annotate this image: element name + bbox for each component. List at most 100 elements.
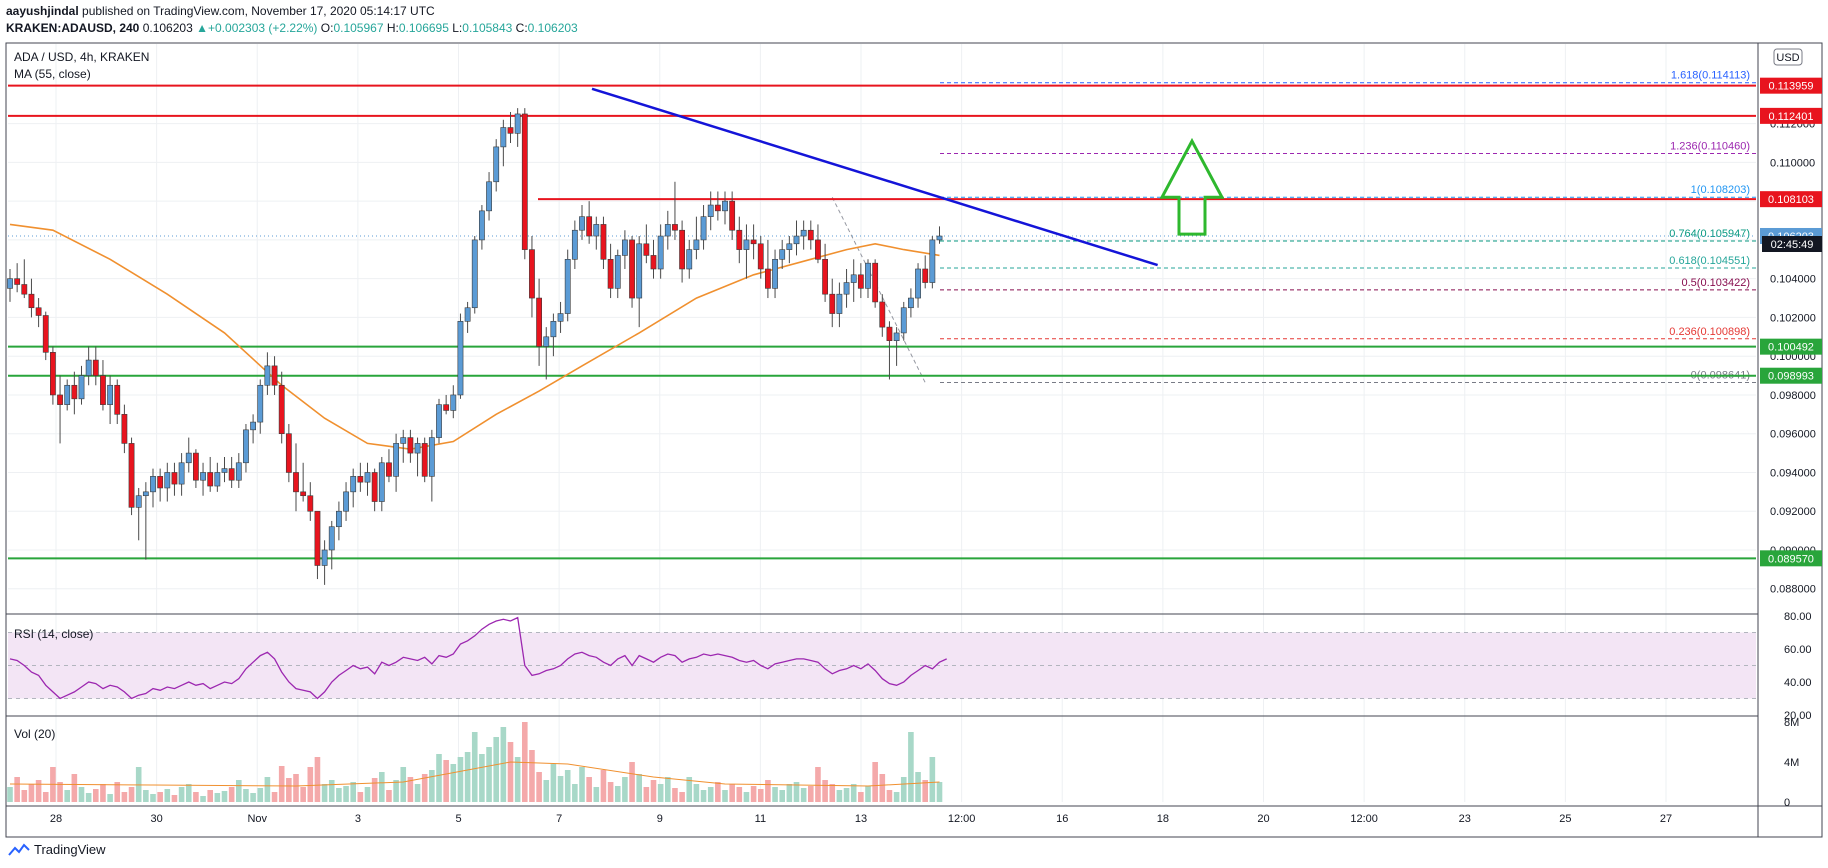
volume-bar: [221, 791, 228, 802]
volume-tick-label: 8M: [1784, 717, 1799, 729]
volume-bar: [93, 789, 99, 802]
volume-bar: [278, 766, 285, 802]
volume-bar: [779, 790, 785, 802]
fib-level-label: 0.618(0.104551): [1669, 255, 1750, 267]
candle-body: [779, 249, 786, 260]
volume-bar: [600, 770, 607, 802]
candle-body: [686, 249, 693, 270]
candle-body: [178, 462, 185, 485]
volume-bar: [7, 787, 13, 802]
volume-tick-label: 0: [1784, 797, 1790, 809]
volume-bar: [679, 792, 685, 802]
volume-bar: [879, 774, 886, 802]
volume-bar: [414, 784, 421, 802]
candle-body: [243, 429, 249, 464]
price-tick-label: 0.088000: [1770, 584, 1816, 596]
author-name[interactable]: aayushjindal: [6, 4, 79, 18]
price-tag-box: [1760, 367, 1822, 384]
candle-body: [872, 262, 879, 303]
candle-body: [700, 216, 707, 241]
candle-body: [443, 404, 450, 411]
price-tag-label: 0.108103: [1768, 194, 1814, 206]
candle-body: [207, 472, 214, 487]
volume-bar: [436, 754, 442, 802]
price-tick-label: 0.110000: [1770, 157, 1815, 169]
candle-body: [221, 468, 228, 473]
volume-bar: [357, 792, 364, 802]
volume-bar: [421, 774, 428, 802]
candle-body: [865, 262, 871, 289]
last-price: 0.106203: [142, 21, 193, 35]
candle-body: [157, 476, 164, 489]
volume-bar: [736, 787, 743, 802]
volume-bar: [193, 792, 199, 802]
candle-body: [78, 375, 85, 400]
candle-body: [71, 384, 78, 400]
candle-body: [135, 495, 142, 508]
price-change: +0.002303 (+2.22%): [208, 21, 318, 35]
price-tag-box: [1760, 338, 1822, 355]
candle-body: [493, 146, 500, 183]
volume-bar: [271, 792, 278, 802]
candle-body: [214, 472, 221, 487]
volume-bar: [107, 794, 113, 802]
brand-footer[interactable]: TradingView: [8, 842, 106, 857]
volume-ma-line: [9, 761, 940, 787]
candle-body: [264, 365, 271, 386]
symbol-label: KRAKEN:ADAUSD, 240: [6, 21, 140, 35]
volume-bar: [579, 767, 585, 802]
candle-body: [900, 307, 907, 334]
moving-average: [9, 223, 940, 451]
candle-body: [514, 113, 521, 134]
fibonacci-retracement[interactable]: 1.618(0.114113) 1.236(0.110460) 1(0.108203…: [831, 70, 1756, 384]
volume-bar: [21, 790, 28, 802]
volume-bar: [893, 792, 900, 802]
time-tick-label: 3: [355, 813, 361, 825]
time-tick-label: 11: [755, 813, 766, 825]
tradingview-logo-icon: [8, 842, 30, 856]
candle-body: [850, 274, 857, 283]
candle-body: [736, 229, 743, 250]
candle-body: [815, 239, 821, 260]
rsi-band: [8, 632, 1756, 699]
volume-bar: [307, 767, 314, 802]
volume-bar: [57, 782, 63, 802]
time-tick-label: 20: [1257, 813, 1269, 825]
candle-body: [893, 332, 900, 341]
volume-bar: [622, 777, 628, 802]
time-tick-label: 12:00: [1350, 813, 1378, 825]
candle-body: [450, 394, 457, 411]
brand-name: TradingView: [34, 842, 106, 857]
ma55-line: [9, 223, 940, 451]
candle-body: [915, 268, 921, 299]
candle-body: [321, 549, 328, 566]
volume-bar: [114, 782, 121, 802]
time-axis[interactable]: 28 30 Nov 3 5 7 9 11 13 12:00 16 18 20 12:00 23 25 27: [50, 813, 1672, 825]
candle-body: [621, 239, 628, 256]
fib-level-label: 0.5(0.103422): [1682, 277, 1751, 289]
volume-bar: [128, 787, 135, 802]
price-axis[interactable]: 0.0880000.0900000.0920000.0940000.096000…: [1770, 119, 1816, 596]
candle-body: [629, 239, 635, 299]
volume-bar: [200, 796, 206, 802]
volume-bar: [400, 767, 407, 802]
candle-body: [478, 210, 485, 241]
low-label: L:: [452, 21, 463, 35]
candle-body: [457, 321, 464, 396]
volume-bar: [836, 790, 843, 802]
candle-body: [657, 235, 664, 270]
candle-body: [7, 278, 13, 289]
trendline[interactable]: [591, 87, 1159, 267]
candle-body: [314, 510, 321, 566]
candle-body: [664, 224, 671, 237]
candle-body: [343, 491, 349, 512]
currency-badge[interactable]: [1773, 48, 1803, 66]
candle-body: [393, 443, 399, 477]
volume-bar: [665, 777, 671, 802]
countdown-text: 02:45:49: [1771, 239, 1814, 251]
volume-bar: [572, 784, 578, 802]
volume-bar: [743, 792, 750, 802]
horizontal-levels[interactable]: [8, 84, 1756, 560]
up-arrow-icon[interactable]: [1159, 137, 1225, 236]
